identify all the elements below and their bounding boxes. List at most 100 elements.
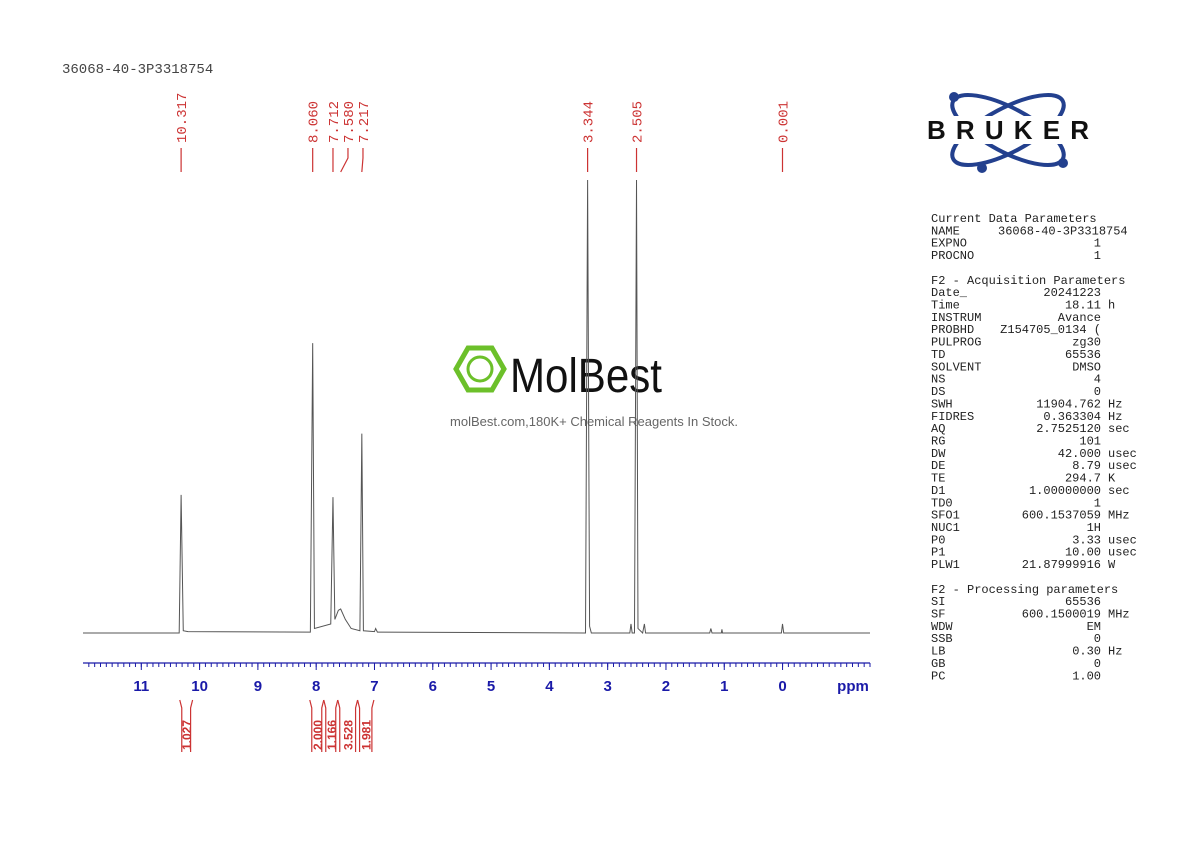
- x-tick-label: 7: [370, 678, 378, 695]
- param-value: 1: [1094, 237, 1101, 251]
- param-name: LB: [931, 645, 945, 659]
- param-unit: usec: [1108, 546, 1137, 560]
- peak-label: 10.317: [175, 93, 191, 143]
- x-tick-label: 6: [429, 678, 437, 695]
- param-name: TD0: [931, 496, 953, 510]
- param-value: EM: [1087, 620, 1101, 634]
- watermark: MolBest molBest.com,180K+ Chemical Reage…: [450, 345, 738, 429]
- integral-label: 1.981: [360, 720, 374, 750]
- x-tick-label: 8: [312, 678, 320, 695]
- param-value: 36068-40-3P3318754: [998, 224, 1128, 238]
- x-axis-label: ppm: [837, 678, 869, 695]
- logo-dot: [949, 92, 959, 102]
- peak-label: 7.217: [357, 101, 373, 143]
- x-tick-label: 5: [487, 678, 495, 695]
- integral-bracket: [309, 699, 325, 752]
- param-unit: Hz: [1108, 410, 1122, 424]
- param-value: Avance: [1058, 311, 1101, 325]
- integral-label: 1.027: [180, 720, 194, 750]
- param-value: 20241223: [1043, 286, 1101, 300]
- param-unit: MHz: [1108, 608, 1130, 622]
- param-value: 8.79: [1072, 459, 1101, 473]
- param-value: 600.1537059: [1022, 509, 1101, 523]
- param-value: 3.33: [1072, 533, 1101, 547]
- x-tick-label: 2: [662, 678, 670, 695]
- section-title: F2 - Acquisition Parameters: [931, 274, 1125, 288]
- param-name: D1: [931, 484, 945, 498]
- param-value: 101: [1079, 434, 1101, 448]
- x-tick-label: 4: [545, 678, 554, 695]
- watermark-ring: [466, 355, 494, 383]
- param-name: SF: [931, 608, 945, 622]
- param-name: DS: [931, 385, 945, 399]
- param-unit: sec: [1108, 484, 1130, 498]
- param-unit: sec: [1108, 422, 1130, 436]
- param-name: P0: [931, 533, 945, 547]
- integral-bracket: [337, 699, 359, 752]
- param-value: 1: [1094, 496, 1101, 510]
- peak-label: 8.060: [307, 101, 323, 143]
- logo-band: [924, 116, 1092, 144]
- param-name: Date_: [931, 286, 968, 300]
- param-name: INSTRUM: [931, 311, 981, 325]
- param-unit: MHz: [1108, 509, 1130, 523]
- logo-dot: [1058, 158, 1068, 168]
- param-name: WDW: [931, 620, 953, 634]
- peak-connector: [361, 148, 364, 173]
- param-value: 0: [1094, 657, 1101, 671]
- param-unit: W: [1108, 558, 1116, 572]
- param-value: 0: [1094, 385, 1101, 399]
- param-name: SSB: [931, 632, 953, 646]
- param-name: Time: [931, 299, 960, 313]
- param-name: AQ: [931, 422, 945, 436]
- param-value: 4: [1094, 373, 1101, 387]
- param-value: 1.00: [1072, 669, 1101, 683]
- peak-label: 2.505: [631, 101, 647, 143]
- param-name: EXPNO: [931, 237, 967, 251]
- param-name: FIDRES: [931, 410, 974, 424]
- param-name: RG: [931, 434, 945, 448]
- param-value: DMSO: [1072, 360, 1101, 374]
- peak-label: 7.712: [327, 101, 343, 143]
- watermark-brand: MolBest: [510, 350, 662, 403]
- param-name: DE: [931, 459, 945, 473]
- watermark-hexagon: [453, 345, 507, 393]
- param-unit: usec: [1108, 459, 1137, 473]
- param-unit: K: [1108, 472, 1116, 486]
- peak-label: 3.344: [582, 101, 598, 143]
- peak-connector: [340, 148, 349, 173]
- param-name: NUC1: [931, 521, 960, 535]
- peak-label: 0.001: [776, 101, 792, 143]
- param-value: 21.87999916: [1022, 558, 1101, 572]
- param-value: 0.363304: [1043, 410, 1101, 424]
- spectrum-title: 36068-40-3P3318754: [62, 62, 213, 78]
- param-name: TE: [931, 472, 945, 486]
- param-name: SFO1: [931, 509, 960, 523]
- param-value: 11904.762: [1036, 397, 1101, 411]
- param-value: 1.00000000: [1029, 484, 1101, 498]
- x-tick-label: 10: [191, 678, 208, 695]
- param-value: 1H: [1087, 521, 1101, 535]
- integral-label: 1.166: [325, 720, 339, 750]
- param-value: 42.000: [1058, 447, 1101, 461]
- watermark-tagline: molBest.com,180K+ Chemical Reagents In S…: [450, 414, 738, 429]
- param-value: 0: [1094, 632, 1101, 646]
- param-name: GB: [931, 657, 945, 671]
- logo-dot: [977, 163, 987, 173]
- param-value: 294.7: [1065, 472, 1101, 486]
- param-value: 1: [1094, 249, 1101, 263]
- param-unit: usec: [1108, 447, 1137, 461]
- param-unit: h: [1108, 299, 1115, 313]
- param-name: NAME: [931, 224, 960, 238]
- integral-label: 3.528: [342, 720, 356, 750]
- param-name: PLW1: [931, 558, 960, 572]
- x-tick-label: 0: [778, 678, 786, 695]
- logo-orbit: [950, 93, 1066, 167]
- section-title: F2 - Processing parameters: [931, 583, 1118, 597]
- param-value: zg30: [1072, 336, 1101, 350]
- param-value: 0.30: [1072, 645, 1101, 659]
- param-value: Z154705_0134 (: [1000, 323, 1101, 337]
